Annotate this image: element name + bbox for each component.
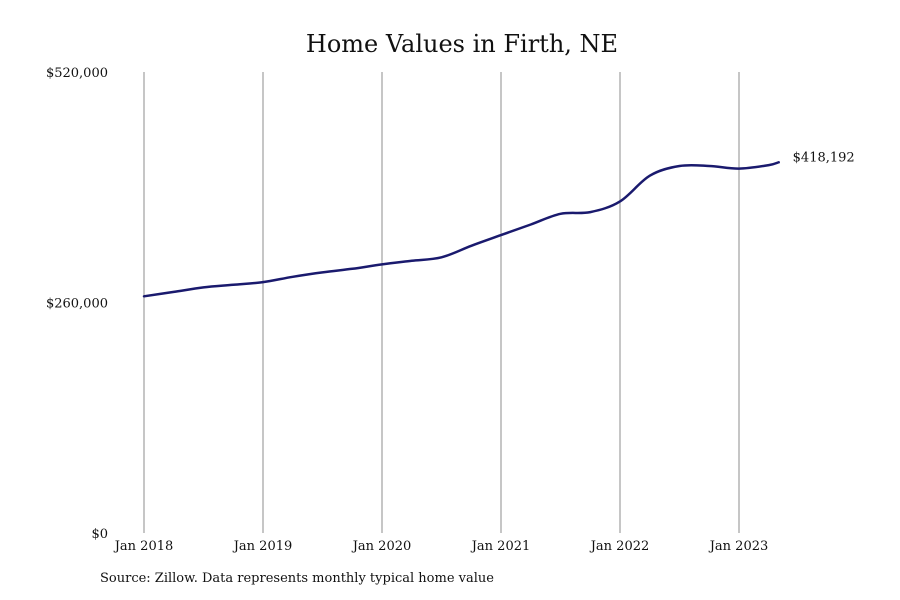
x-tick-label: Jan 2022 [589, 539, 650, 554]
chart-title: Home Values in Firth, NE [306, 30, 618, 58]
home-value-line [142, 161, 780, 298]
y-axis-ticks: $0 $260,000 $520,000 [46, 66, 108, 542]
y-tick-label: $0 [91, 527, 108, 542]
end-value-label: $418,192 [793, 150, 855, 165]
x-tick-label: Jan 2019 [232, 539, 293, 554]
y-tick-label: $260,000 [46, 297, 108, 312]
x-tick-label: Jan 2021 [470, 539, 531, 554]
x-tick-label: Jan 2023 [708, 539, 769, 554]
x-tick-label: Jan 2020 [351, 539, 412, 554]
y-tick-label: $520,000 [46, 66, 108, 81]
x-axis-ticks: Jan 2018 Jan 2019 Jan 2020 Jan 2021 Jan 2022… [113, 539, 769, 554]
x-tick-label: Jan 2018 [113, 539, 174, 554]
source-note: Source: Zillow. Data represents monthly … [100, 571, 494, 586]
gridlines [143, 72, 740, 533]
